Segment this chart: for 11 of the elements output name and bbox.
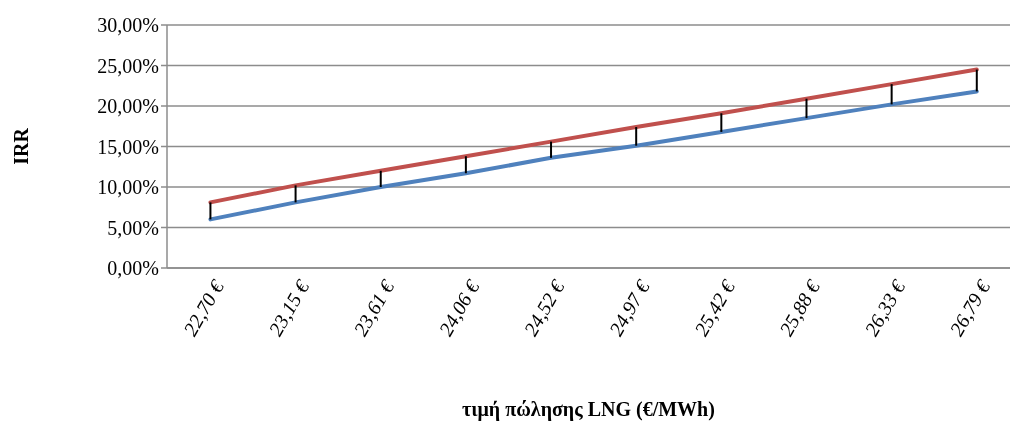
y-tick-label: 5,00% bbox=[107, 216, 159, 239]
y-axis-title: IRR bbox=[10, 127, 32, 165]
y-tick-label: 25,00% bbox=[97, 54, 159, 77]
x-axis-title: τιμή πώλησης LNG (€/MWh) bbox=[462, 398, 715, 421]
line-series bbox=[208, 89, 979, 222]
y-tick-label: 15,00% bbox=[97, 135, 159, 158]
y-tick-label: 30,00% bbox=[97, 14, 159, 36]
y-tick-label: 0,00% bbox=[107, 257, 159, 279]
y-tick-label: 10,00% bbox=[97, 176, 159, 198]
y-tick-label: 20,00% bbox=[97, 95, 159, 117]
line-series bbox=[208, 67, 979, 205]
